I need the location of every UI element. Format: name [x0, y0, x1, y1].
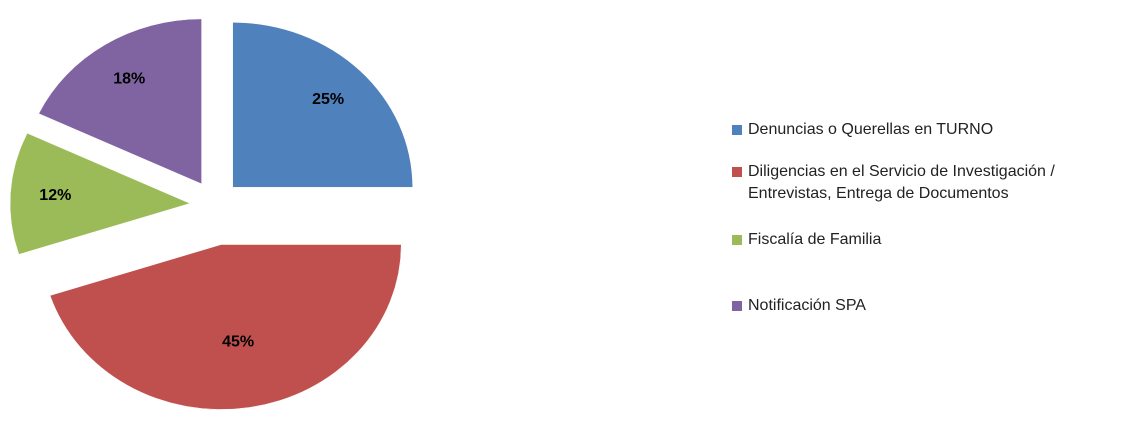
legend-label: Notificación SPA	[748, 297, 866, 314]
data-label: 25%	[312, 91, 344, 108]
pie-slice	[9, 132, 191, 255]
legend-label: Diligencias en el Servicio de Investigac…	[748, 163, 1055, 202]
legend-item: Fiscalía de Familia	[732, 229, 881, 251]
legend-item: Diligencias en el Servicio de Investigac…	[732, 161, 1055, 205]
pie-slice	[38, 18, 202, 185]
data-label: 12%	[39, 187, 71, 204]
legend-item: Notificación SPA	[732, 295, 866, 317]
legend-swatch	[732, 235, 742, 245]
legend-item: Denuncias o Querellas en TURNO	[732, 119, 993, 141]
pie-slice	[49, 244, 402, 410]
pie-slice	[232, 22, 413, 188]
legend-label: Denuncias o Querellas en TURNO	[748, 121, 994, 138]
legend-swatch	[732, 125, 742, 135]
legend-swatch	[732, 167, 742, 177]
data-label: 45%	[222, 334, 254, 351]
data-label: 18%	[113, 71, 145, 88]
legend-swatch	[732, 301, 742, 311]
pie-area: 25% 45% 12% 18%	[9, 18, 413, 410]
legend-label: Fiscalía de Familia	[748, 231, 882, 248]
